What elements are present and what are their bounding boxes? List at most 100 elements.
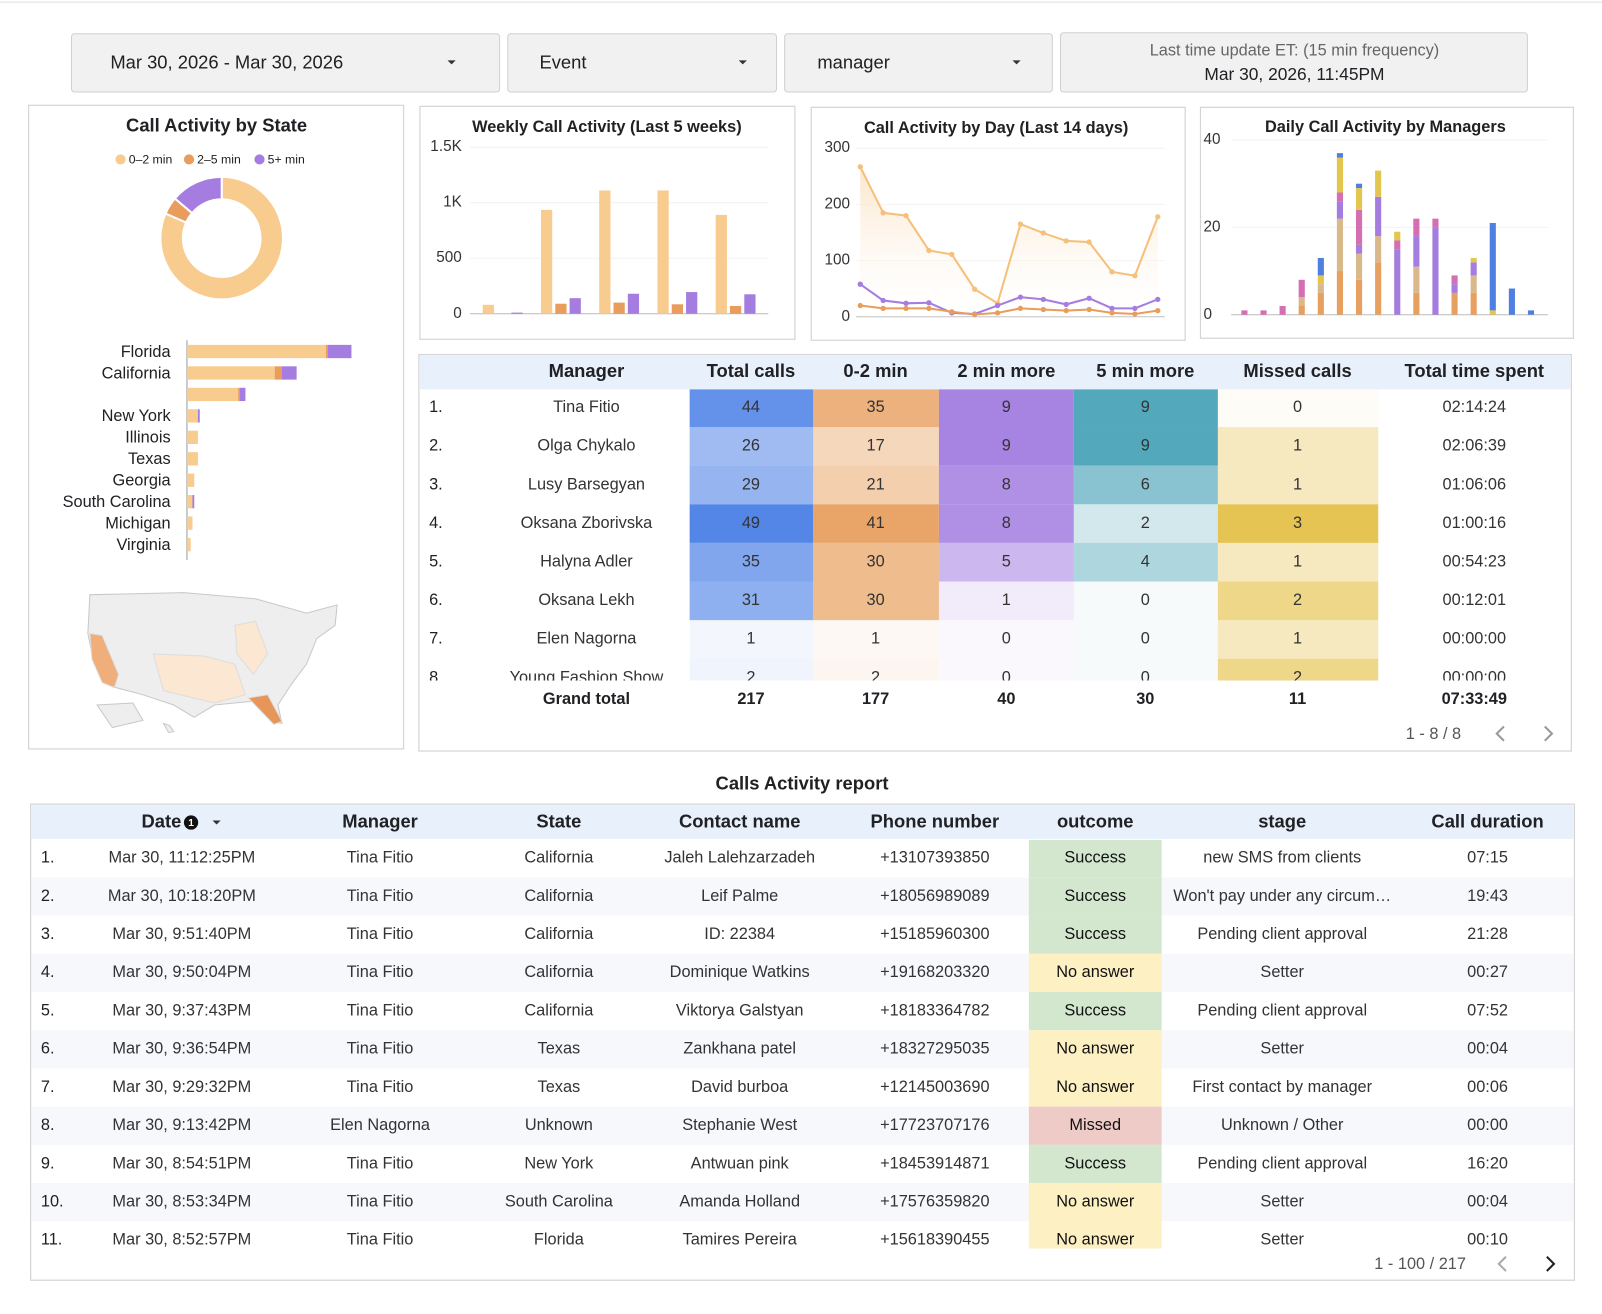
heat-cell [813,427,939,466]
cell: Tina Fitio [347,1231,414,1249]
cell: California [524,1001,594,1019]
line-point [903,212,909,219]
cell: 00:04 [1467,1192,1508,1210]
column-header[interactable]: Manager [549,360,625,381]
row-number: 5. [41,1001,55,1019]
column-header[interactable]: Call duration [1431,810,1543,831]
bar-segment [186,430,198,444]
dropdown-arrow[interactable] [738,60,747,65]
bar [627,293,640,314]
cell: 2 [1293,591,1302,609]
filter-box[interactable] [784,33,1053,93]
row-stripe [31,877,1574,916]
bar-segment [1336,271,1344,315]
column-header[interactable]: Total calls [707,360,796,381]
cell: 2 [746,668,755,686]
bar-segment [1336,218,1344,272]
event-filter[interactable]: Event [507,33,777,93]
bar-segment [186,452,198,466]
filter-text[interactable]: manager [817,51,890,72]
filter-text[interactable]: Event [539,51,586,72]
cell: Texas [538,1040,581,1058]
column-header[interactable]: Phone number [871,810,1000,831]
bar-segment [1489,310,1496,315]
y-tick-label: 40 [1204,131,1221,148]
date-filter[interactable]: Mar 30, 2026 - Mar 30, 2026 [71,33,501,93]
column-header[interactable]: Date [142,810,182,831]
next-page[interactable] [1544,725,1554,742]
y-tick-label: 300 [824,139,850,156]
cell: Setter [1260,1231,1304,1249]
cell: Lusy Barsegyan [528,475,645,493]
next-page[interactable] [1546,1256,1556,1272]
row-number: 6. [429,591,443,609]
heat-cell [1073,465,1218,505]
row-number: 1. [41,849,55,867]
bar [744,294,756,314]
cell: new SMS from clients [1203,849,1361,867]
column-header[interactable]: 0-2 min [843,360,907,381]
heat-cell [1217,542,1379,582]
row-stripe [31,1183,1574,1222]
cell: Tina Fitio [347,1001,414,1019]
column-header[interactable]: State [536,810,581,831]
y-tick-label: 0 [1204,306,1213,323]
cell: No answer [1056,963,1135,981]
grand-total: 11 [1289,690,1306,708]
bar-segment [186,409,198,423]
manager-filter[interactable]: manager [784,33,1053,93]
cell: 00:12:01 [1443,591,1507,609]
bar-segment [1470,262,1477,276]
column-header[interactable]: Manager [342,810,418,831]
line-point [926,305,932,312]
cell: 49 [742,514,760,532]
cell: No answer [1056,1192,1135,1210]
column-header[interactable]: Total time spent [1405,360,1545,381]
category-label: Michigan [105,514,170,532]
filter-box[interactable] [71,33,501,93]
cell: 00:27 [1467,963,1508,981]
outcome-cell [1028,1183,1162,1222]
bar-segment [186,516,193,530]
bar-segment [186,537,191,552]
row-number: 6. [41,1040,55,1058]
row-number: 3. [41,925,55,943]
prev-page[interactable] [1495,725,1505,742]
column-header[interactable]: 5 min more [1096,360,1194,381]
bar [686,292,698,314]
sort-arrow[interactable] [212,820,221,825]
cell: Mar 30, 9:13:42PM [112,1116,251,1134]
line [860,304,1158,316]
filter-text[interactable]: Mar 30, 2026 - Mar 30, 2026 [110,51,343,72]
cell: 1 [871,630,880,648]
cell: 1 [746,630,755,648]
bar-segment [1470,257,1477,263]
cell: 02:14:24 [1443,398,1507,416]
cell: Amanda Holland [679,1192,800,1210]
heat-cell [689,542,814,582]
bar-segment [325,344,328,359]
outcome-cell [1028,877,1162,916]
cell: 00:00 [1467,1116,1508,1134]
cell: California [524,925,594,943]
dropdown-arrow[interactable] [447,60,456,65]
line-point [903,305,909,312]
cell: Unknown [525,1116,593,1134]
column-header[interactable]: Missed calls [1243,360,1351,381]
bar-segment [1355,244,1363,254]
cell: 0 [1141,630,1150,648]
column-header[interactable]: Contact name [679,810,801,831]
cell: Young Fashion Show [510,668,664,686]
bar-segment [1317,292,1324,315]
pagination: 1 - 8 / 8 [1406,725,1461,743]
column-header[interactable]: 2 min more [957,360,1055,381]
filter-box[interactable] [507,33,777,93]
sort-badge [183,815,199,830]
outcome-cell [1028,992,1162,1031]
heat-cell [1217,620,1379,659]
column-header[interactable]: stage [1258,810,1306,831]
column-header[interactable]: outcome [1057,810,1134,831]
prev-page[interactable] [1497,1256,1507,1272]
dropdown-arrow[interactable] [1012,60,1021,65]
